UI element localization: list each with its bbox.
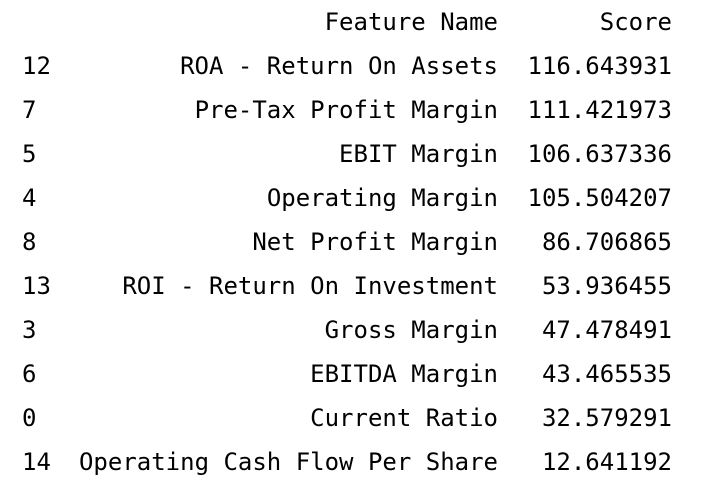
score-cell: 12.641192 (541, 448, 672, 476)
row-index: 3 (22, 316, 37, 344)
table-header-row: Feature Name Score (0, 0, 722, 44)
feature-name-cell: EBIT Margin (339, 140, 498, 168)
table-row: 8 Net Profit Margin 86.706865 (0, 220, 722, 264)
score-cell: 43.465535 (541, 360, 672, 388)
table-row: 13 ROI - Return On Investment 53.936455 (0, 264, 722, 308)
row-index: 13 (22, 272, 51, 300)
score-cell: 116.643931 (527, 52, 673, 80)
feature-name-cell: Current Ratio (310, 404, 498, 432)
feature-name-cell: ROA - Return On Assets (180, 52, 498, 80)
feature-name-cell: Operating Margin (266, 184, 498, 212)
feature-name-cell: Pre-Tax Profit Margin (194, 96, 498, 124)
row-index: 6 (22, 360, 37, 388)
row-index: 7 (22, 96, 37, 124)
feature-name-cell: Net Profit Margin (252, 228, 498, 256)
table-row: 3 Gross Margin 47.478491 (0, 308, 722, 352)
table-row: 12 ROA - Return On Assets 116.643931 (0, 44, 722, 88)
row-index: 8 (22, 228, 37, 256)
table-row: 7 Pre-Tax Profit Margin 111.421973 (0, 88, 722, 132)
dataframe-output: Feature Name Score 12 ROA - Return On As… (0, 0, 722, 484)
feature-name-cell: ROI - Return On Investment (122, 272, 498, 300)
table-row: 14 Operating Cash Flow Per Share 12.6411… (0, 440, 722, 484)
score-cell: 47.478491 (541, 316, 672, 344)
score-cell: 105.504207 (527, 184, 673, 212)
feature-name-cell: Operating Cash Flow Per Share (78, 448, 498, 476)
table-row: 0 Current Ratio 32.579291 (0, 396, 722, 440)
table-row: 4 Operating Margin 105.504207 (0, 176, 722, 220)
feature-name-column-header: Feature Name (324, 8, 498, 36)
score-cell: 53.936455 (541, 272, 672, 300)
table-row: 5 EBIT Margin 106.637336 (0, 132, 722, 176)
row-index: 5 (22, 140, 37, 168)
score-cell: 86.706865 (541, 228, 672, 256)
table-row: 6 EBITDA Margin 43.465535 (0, 352, 722, 396)
score-cell: 106.637336 (527, 140, 673, 168)
feature-name-cell: EBITDA Margin (310, 360, 498, 388)
score-cell: 111.421973 (527, 96, 673, 124)
row-index: 4 (22, 184, 37, 212)
row-index: 12 (22, 52, 51, 80)
row-index: 14 (22, 448, 51, 476)
row-index: 0 (22, 404, 37, 432)
score-cell: 32.579291 (541, 404, 672, 432)
score-column-header: Score (599, 8, 672, 36)
feature-name-cell: Gross Margin (324, 316, 498, 344)
